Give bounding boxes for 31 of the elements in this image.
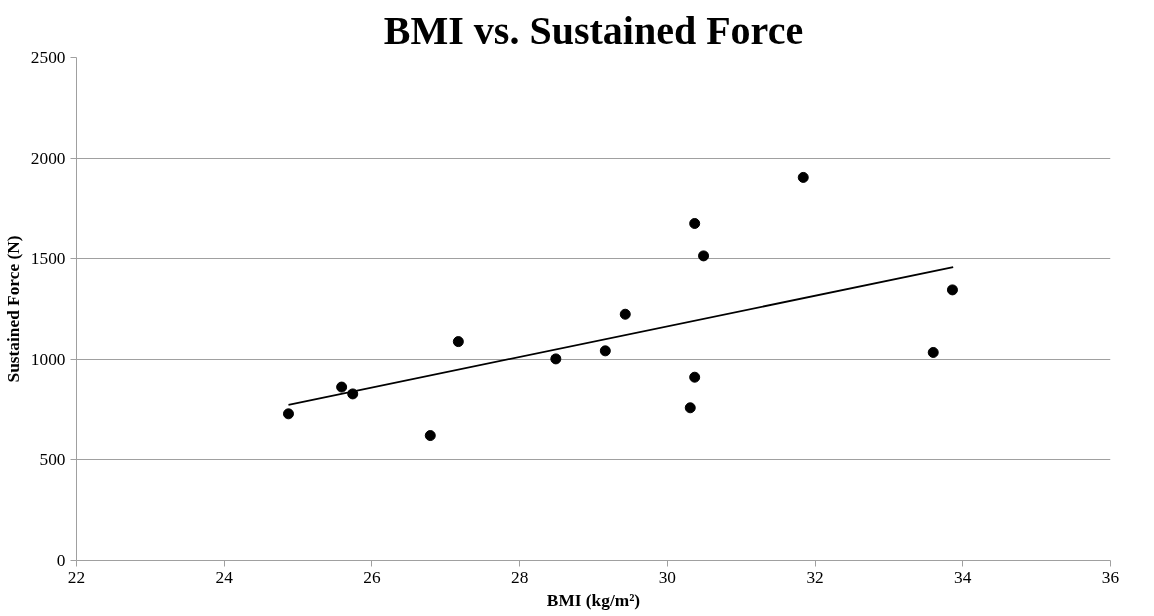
- x-tick-label: 34: [954, 567, 972, 587]
- x-tick-label: 22: [67, 567, 86, 587]
- y-axis-title: Sustained Force (N): [3, 235, 23, 383]
- y-tick-label: 2000: [30, 148, 66, 168]
- point: [684, 402, 696, 414]
- point: [689, 371, 701, 383]
- y-tick-label: 500: [39, 450, 66, 470]
- x-tick-label: 30: [658, 567, 677, 587]
- point: [336, 381, 348, 393]
- x-tick-label: 28: [510, 567, 529, 587]
- x-tick-label: 36: [1101, 567, 1120, 587]
- x-tick-label: 26: [363, 567, 381, 587]
- point: [452, 336, 464, 348]
- point: [550, 353, 562, 365]
- x-tick-label: 32: [806, 567, 824, 587]
- y-tick-label: 1500: [30, 249, 66, 269]
- point: [619, 308, 631, 320]
- point: [689, 218, 701, 229]
- point: [698, 250, 710, 262]
- chart-title: BMI vs. Sustained Force: [383, 7, 804, 53]
- point: [927, 346, 939, 358]
- x-tick-label: 24: [215, 567, 234, 587]
- y-tick-label: 0: [56, 551, 66, 570]
- y-tick-label: 1000: [30, 349, 66, 369]
- point: [599, 345, 611, 357]
- x-axis-title: BMI (kg/m²): [546, 590, 641, 610]
- point: [282, 408, 294, 420]
- point: [797, 171, 809, 183]
- point: [424, 430, 436, 442]
- point: [946, 284, 958, 296]
- y-tick-label: 2500: [30, 48, 66, 67]
